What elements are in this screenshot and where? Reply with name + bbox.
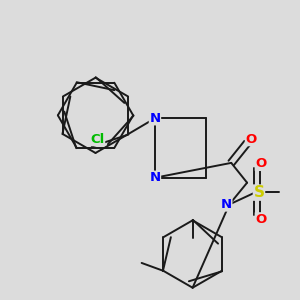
- Text: O: O: [245, 133, 257, 146]
- Text: N: N: [149, 171, 161, 184]
- Text: N: N: [149, 112, 161, 125]
- Text: S: S: [254, 185, 265, 200]
- Text: N: N: [221, 198, 232, 211]
- Text: Cl: Cl: [90, 133, 105, 146]
- Text: O: O: [255, 213, 267, 226]
- Text: O: O: [255, 158, 267, 170]
